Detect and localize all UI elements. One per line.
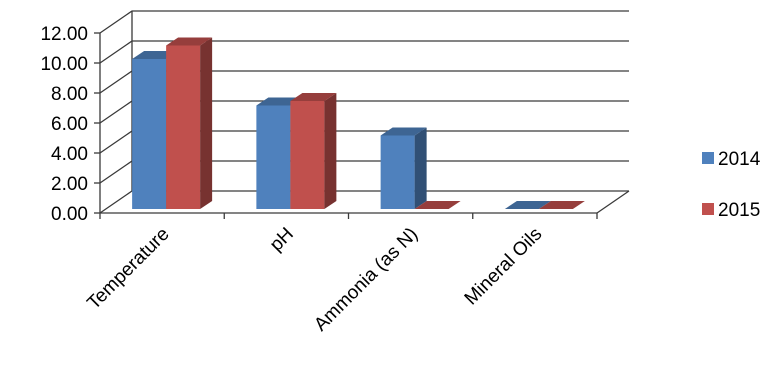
bar-front-face [380,135,415,209]
floor-right-edge [596,190,630,214]
bar-2015-Ammonia (as N) [414,201,461,209]
bar-front-face [256,105,291,209]
legend: 2014 2015 [702,149,761,221]
legend-item-2014: 2014 [702,149,761,170]
bar-top-face [290,93,337,101]
axes [94,11,630,219]
bar-2015-Temperature [166,37,213,209]
x-tick-label: Mineral Oils [461,224,547,310]
y-tick-label: 8.00 [51,84,88,105]
bar-side-face [324,93,337,209]
bar-top-face [380,127,427,136]
bars [132,37,585,209]
legend-label: 2015 [718,200,760,221]
y-tick-label: 0.00 [51,204,88,225]
gridline [99,10,629,34]
x-tick-label: Temperature [83,224,173,314]
legend-label: 2014 [718,149,761,170]
x-tick-label: Ammonia (as N) [310,224,422,336]
y-tick-label: 10.00 [40,54,88,75]
bar-2014-Ammonia (as N) [380,127,427,209]
legend-item-2015: 2015 [702,200,760,221]
bar-front-face [166,45,201,209]
y-tick-label: 12.00 [40,24,88,45]
bar-top-face [414,201,461,209]
y-axis-tick-labels: 0.00 2.00 4.00 6.00 8.00 10.00 12.00 [40,24,88,225]
legend-swatch [702,152,714,164]
bar-2014-Mineral Oils [504,201,551,209]
legend-swatch [702,203,714,215]
bar-top-face [504,201,551,209]
bar-front-face [132,59,167,209]
bar-2015-pH [290,93,337,209]
bar-top-face [166,37,213,46]
x-axis-tick-labels: Temperature pH Ammonia (as N) Mineral Oils [83,224,546,336]
bar-side-face [200,37,213,209]
y-tick-label: 4.00 [51,144,88,165]
y-tick-label: 2.00 [51,174,88,195]
bar-2015-Mineral Oils [538,201,585,209]
bar-front-face [290,101,325,209]
x-tick-label: pH [266,224,298,256]
y-tick-label: 6.00 [51,114,88,135]
bar-side-face [414,127,427,209]
bar-top-face [538,201,585,209]
